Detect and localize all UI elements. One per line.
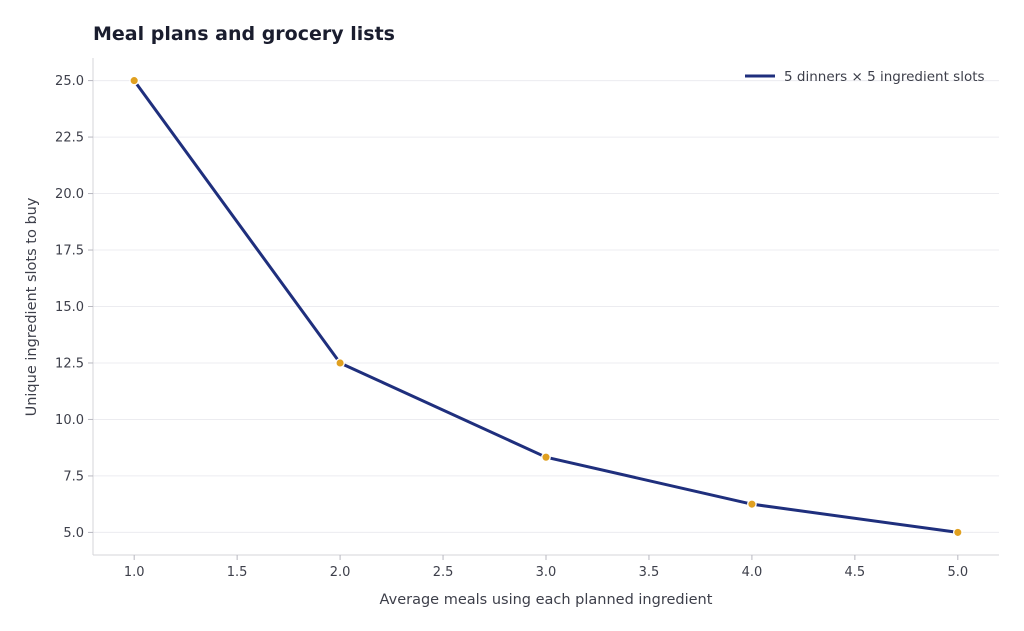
y-tick-label: 10.0 [55, 413, 84, 428]
x-tick-label: 5.0 [947, 565, 968, 580]
x-tick-label: 3.0 [536, 565, 557, 580]
grid [93, 80, 999, 533]
y-tick-label: 12.5 [55, 356, 84, 371]
y-tick-label: 15.0 [55, 300, 84, 315]
data-point [335, 358, 345, 368]
data-point [747, 499, 757, 510]
x-tick-label: 4.0 [742, 565, 763, 580]
x-axis-ticks: 1.0 1.5 2.0 2.5 3.0 3.5 4.0 4.5 5.0 [124, 555, 968, 580]
y-tick-label: 17.5 [55, 244, 84, 259]
y-tick-label: 5.0 [63, 526, 84, 541]
y-tick-label: 20.0 [55, 187, 84, 202]
y-axis-ticks: 5.0 7.5 10.0 12.5 15.0 17.5 20.0 22.5 25.0 [55, 74, 93, 541]
x-tick-label: 1.0 [124, 565, 145, 580]
y-tick-label: 22.5 [55, 131, 84, 146]
data-point [952, 527, 963, 538]
x-tick-label: 2.5 [433, 565, 454, 580]
y-tick-label: 25.0 [55, 74, 84, 89]
x-tick-label: 3.5 [639, 565, 660, 580]
x-tick-label: 4.5 [845, 565, 866, 580]
legend-label: 5 dinners × 5 ingredient slots [784, 69, 985, 85]
x-axis-label: Average meals using each planned ingredi… [380, 592, 713, 608]
plot-area [129, 75, 963, 538]
x-tick-label: 2.0 [330, 565, 351, 580]
data-point [129, 75, 140, 86]
y-axis-label: Unique ingredient slots to buy [24, 197, 40, 416]
chart-title: Meal plans and grocery lists [93, 23, 395, 45]
legend: 5 dinners × 5 ingredient slots [745, 69, 985, 85]
x-tick-label: 1.5 [227, 565, 248, 580]
data-point [541, 452, 551, 463]
y-tick-label: 7.5 [63, 469, 84, 484]
